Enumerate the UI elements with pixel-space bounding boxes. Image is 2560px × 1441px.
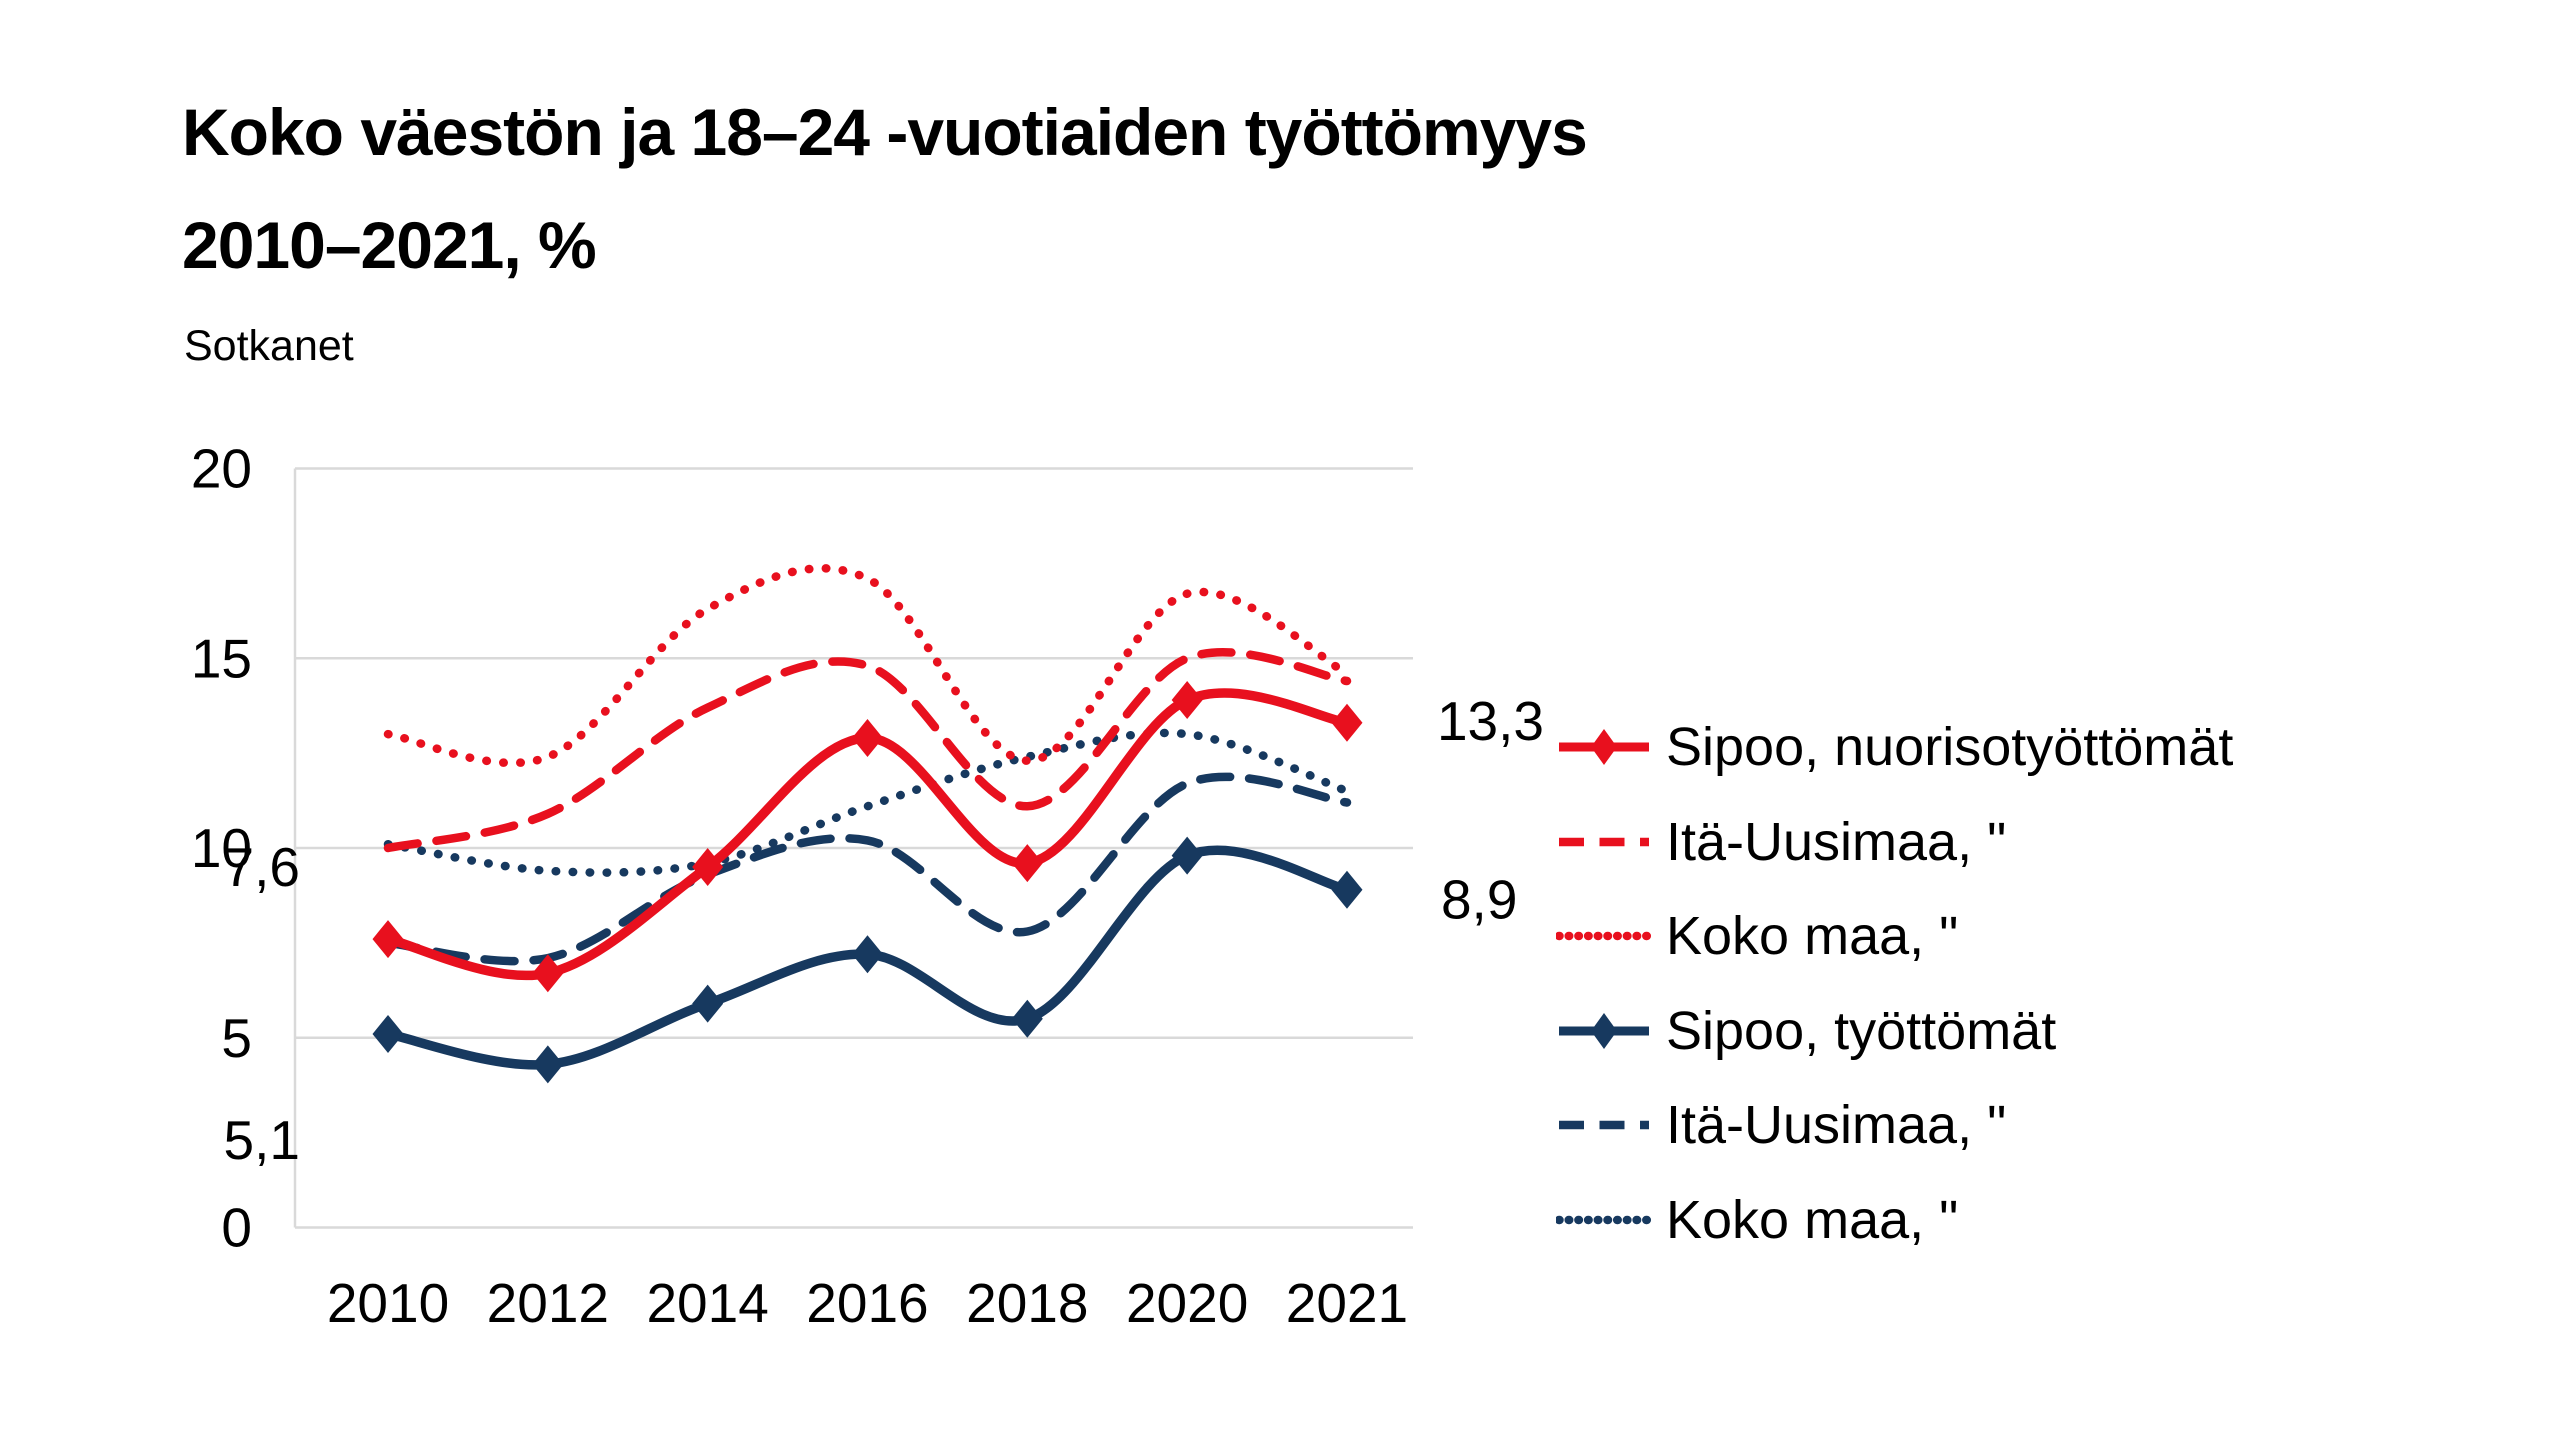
legend-key-dashed-icon — [1559, 1121, 1649, 1130]
legend-label-1: Itä-Uusimaa, " — [1666, 811, 2007, 872]
legend-key-solid-icon — [1559, 729, 1649, 766]
series-3-marker-2010 — [372, 1014, 404, 1053]
legend-item-0: Sipoo, nuorisotyöttömät — [1556, 700, 2233, 795]
series-3-marker-2018 — [1011, 999, 1043, 1038]
legend-key-dashed-icon — [1559, 837, 1649, 846]
chart-title-line2: 2010–2021, % — [182, 208, 597, 282]
chart-subtitle: Sotkanet — [184, 322, 354, 370]
legend-item-3: Sipoo, työttömät — [1556, 984, 2233, 1079]
y-tick-label-10: 10 — [191, 817, 252, 879]
data-label-first-series-3: 5,1 — [224, 1109, 300, 1171]
series-0-marker-2018 — [1011, 844, 1043, 883]
legend-label-2: Koko maa, " — [1666, 906, 1959, 967]
series-line-5 — [383, 728, 1352, 877]
series-line-2 — [383, 564, 1352, 768]
series-0-marker-2020 — [1171, 680, 1203, 719]
series-3-marker-2021 — [1331, 870, 1363, 909]
y-tick-label-15: 15 — [191, 627, 252, 689]
series-3-marker-2016 — [851, 935, 883, 974]
series-line-4 — [383, 772, 1352, 966]
x-tick-label-2012: 2012 — [487, 1272, 609, 1334]
series-3-marker-2012 — [532, 1045, 564, 1084]
legend-key-dotted-icon — [1556, 932, 1652, 941]
series-3-marker-2020 — [1171, 836, 1203, 875]
series-0-marker-2016 — [851, 718, 883, 757]
x-tick-label-2018: 2018 — [966, 1272, 1088, 1334]
legend-item-4: Itä-Uusimaa, " — [1556, 1078, 2233, 1173]
x-tick-label-2010: 2010 — [327, 1272, 449, 1334]
legend-key-solid-icon — [1559, 1012, 1649, 1049]
legend-item-2: Koko maa, " — [1556, 889, 2233, 984]
data-label-last-series-0: 13,3 — [1437, 690, 1544, 752]
legend-item-1: Itä-Uusimaa, " — [1556, 795, 2233, 890]
y-tick-label-20: 20 — [191, 438, 252, 500]
x-tick-label-2016: 2016 — [806, 1272, 928, 1334]
series-3-marker-2014 — [692, 984, 724, 1023]
series-0-marker-2021 — [1331, 703, 1363, 742]
chart-title: Koko väestön ja 18–24 -vuotiaiden työttö… — [182, 76, 1588, 302]
x-tick-label-2020: 2020 — [1126, 1272, 1248, 1334]
legend-key-dotted-icon — [1556, 1215, 1652, 1224]
series-0-marker-2014 — [692, 847, 724, 886]
legend-item-5: Koko maa, " — [1556, 1173, 2233, 1268]
series-line-1 — [383, 648, 1352, 853]
legend-label-0: Sipoo, nuorisotyöttömät — [1666, 717, 2234, 778]
y-tick-label-5: 5 — [221, 1007, 252, 1069]
legend-label-5: Koko maa, " — [1666, 1189, 1959, 1250]
series-0-marker-2010 — [372, 920, 404, 959]
series-0-marker-2012 — [532, 954, 564, 993]
x-tick-label-2021: 2021 — [1286, 1272, 1408, 1334]
legend-label-3: Sipoo, työttömät — [1666, 1000, 2057, 1061]
chart-title-line1: Koko väestön ja 18–24 -vuotiaiden työttö… — [182, 95, 1588, 169]
legend-label-4: Itä-Uusimaa, " — [1666, 1095, 2007, 1156]
legend: Sipoo, nuorisotyöttömät Itä-Uusimaa, " Kok… — [1556, 700, 2233, 1267]
data-label-first-series-0: 7,6 — [224, 836, 300, 898]
y-tick-label-0: 0 — [221, 1197, 252, 1259]
x-tick-label-2014: 2014 — [646, 1272, 768, 1334]
data-label-last-series-3: 8,9 — [1441, 869, 1517, 931]
